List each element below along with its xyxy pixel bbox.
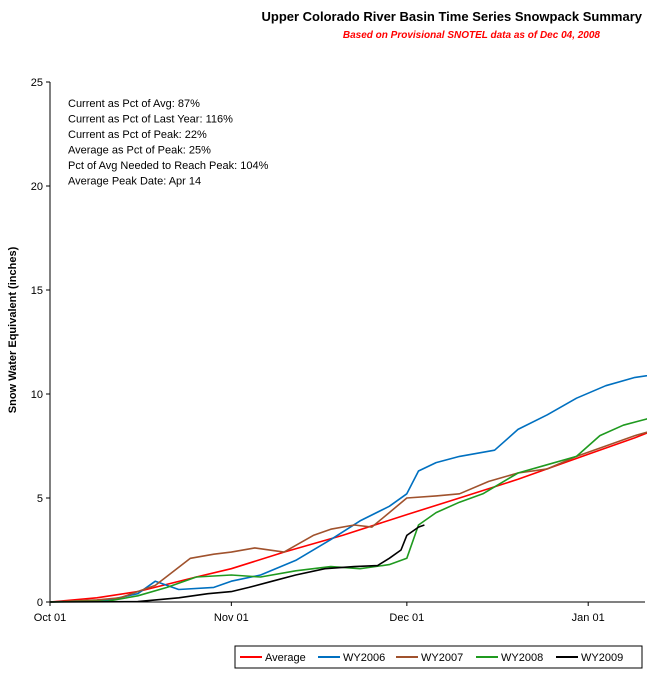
legend-label-wy2007: WY2007 [421, 652, 463, 664]
legend-label-wy2008: WY2008 [501, 652, 543, 664]
legend: Average WY2006 WY2007 WY2008 WY2009 [234, 645, 643, 669]
legend-label-average: Average [265, 652, 306, 664]
y-tick-label: 5 [37, 493, 43, 505]
annotation-text: Current as Pct of Peak: 22% [68, 129, 207, 141]
annotation-text: Current as Pct of Last Year: 116% [68, 114, 233, 126]
legend-label-wy2009: WY2009 [581, 652, 623, 664]
x-tick-label: Dec 01 [389, 612, 424, 624]
series-line-average [49, 432, 647, 603]
series-line-wy2007 [49, 431, 647, 603]
y-axis-label: Snow Water Equivalent (inches) [7, 246, 19, 413]
annotation-text: Average Peak Date: Apr 14 [68, 176, 201, 188]
chart-title: Upper Colorado River Basin Time Series S… [262, 9, 643, 24]
annotation-text: Current as Pct of Avg: 87% [68, 98, 200, 110]
legend-box [234, 645, 643, 669]
y-tick-label: 0 [37, 597, 43, 609]
legend-label-wy2006: WY2006 [343, 652, 385, 664]
x-tick-label: Jan 01 [572, 612, 605, 624]
y-tick-label: 20 [31, 181, 43, 193]
series-line-wy2008 [49, 417, 647, 603]
series-line-wy2006 [49, 374, 647, 603]
annotations: Current as Pct of Avg: 87% Current as Pct… [68, 98, 269, 188]
annotation-text: Average as Pct of Peak: 25% [68, 145, 211, 157]
chart-subtitle: Based on Provisional SNOTEL data as of D… [343, 30, 601, 41]
x-tick-label: Oct 01 [34, 612, 66, 624]
annotation-text: Pct of Avg Needed to Reach Peak: 104% [68, 160, 269, 172]
y-tick-label: 10 [31, 389, 43, 401]
y-tick-label: 25 [31, 77, 43, 89]
y-tick-label: 15 [31, 285, 43, 297]
x-tick-label: Nov 01 [214, 612, 249, 624]
series-line-wy2009 [49, 524, 425, 603]
